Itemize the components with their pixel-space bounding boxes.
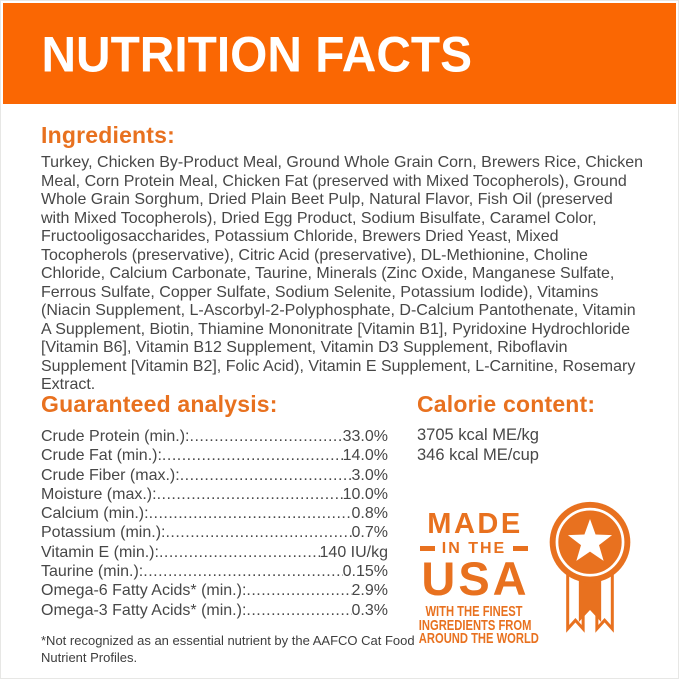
made-in-usa-badge: MADE IN THE USA WITH THE FINEST INGREDIE… [405,509,543,646]
dot-leader [246,601,351,620]
usa-badge-made: MADE [427,508,523,540]
nutrient-value: 0.8% [351,505,388,523]
table-row: Calcium (min.): 0.8% [41,504,388,523]
star-ribbon-medal-icon [549,501,631,633]
nutrient-label: Omega-3 Fatty Acids* (min.): [41,601,247,619]
nutrient-value: 33.0% [342,428,388,445]
table-row: Moisture (max.): 10.0% [41,485,388,504]
nutrient-label: Crude Protein (min.): [41,428,190,445]
table-row: Omega-6 Fatty Acids* (min.): 2.9% [41,581,388,600]
dot-leader [190,427,343,446]
dash-decoration [419,546,435,551]
nutrient-label: Calcium (min.): [41,505,149,523]
calorie-content-values: 3705 kcal ME/kg 346 kcal ME/cup [417,425,539,465]
table-row: Crude Fat (min.): 14.0% [41,446,388,465]
usa-badge-usa: USA [421,552,530,605]
dot-leader [246,581,351,600]
nutrient-label: Crude Fat (min.): [41,447,162,465]
dot-leader [149,504,352,523]
dot-leader [157,485,343,504]
usa-badge-tagline: WITH THE FINEST INGREDIENTS FROM AROUND … [405,602,543,647]
dot-leader [165,523,351,542]
nutrient-label: Vitamin E (min.): [41,543,159,561]
calorie-cup-line: 346 kcal ME/cup [417,446,539,464]
nutrient-label: Taurine (min.): [41,563,144,581]
nutrient-value: 10.0% [342,485,388,503]
dot-leader [143,562,342,581]
dot-leader [162,446,343,465]
nutrient-value: 140 IU/kg [319,543,388,561]
table-row: Potassium (min.): 0.7% [41,523,388,542]
tagline-line: AROUND THE WORLD [418,629,539,647]
nutrient-value: 0.3% [351,601,388,619]
table-row: Taurine (min.): 0.15% [41,562,388,581]
nutrient-label: Crude Fiber (max.): [41,466,180,484]
nutrient-label: Omega-6 Fatty Acids* (min.): [41,582,247,600]
nutrient-value: 0.15% [342,563,388,581]
dot-leader [180,466,352,485]
guaranteed-analysis-heading: Guaranteed analysis: [41,391,278,417]
table-row: Vitamin E (min.): 140 IU/kg [41,543,388,562]
ingredients-text: Turkey, Chicken By-Product Meal, Ground … [41,154,643,393]
nutrient-value: 3.0% [351,466,388,484]
usa-badge-inthe-row: IN THE [405,540,543,557]
dot-leader [159,543,320,562]
nutrient-value: 2.9% [351,582,388,600]
tagline-line: INGREDIENTS FROM [418,616,532,633]
ingredients-heading: Ingredients: [41,122,176,148]
page-title: NUTRITION FACTS [41,25,473,82]
table-row: Crude Protein (min.): 33.0% [41,427,388,446]
header-bar: NUTRITION FACTS [3,3,676,104]
table-row: Omega-3 Fatty Acids* (min.): 0.3% [41,601,388,620]
usa-badge-inthe: IN THE [441,539,507,557]
tagline-line: WITH THE FINEST [425,602,523,620]
nutrient-value: 0.7% [351,524,388,542]
nutrient-value: 14.0% [342,447,388,465]
calorie-kg-line: 3705 kcal ME/kg [417,426,539,444]
guaranteed-analysis-table: Crude Protein (min.): 33.0% Crude Fat (mi… [41,427,388,620]
dash-decoration [513,546,529,551]
calorie-content-heading: Calorie content: [417,391,596,417]
table-row: Crude Fiber (max.): 3.0% [41,466,388,485]
nutrient-label: Potassium (min.): [41,524,166,542]
footnote: *Not recognized as an essential nutrient… [41,633,415,665]
nutrient-label: Moisture (max.): [41,485,157,503]
